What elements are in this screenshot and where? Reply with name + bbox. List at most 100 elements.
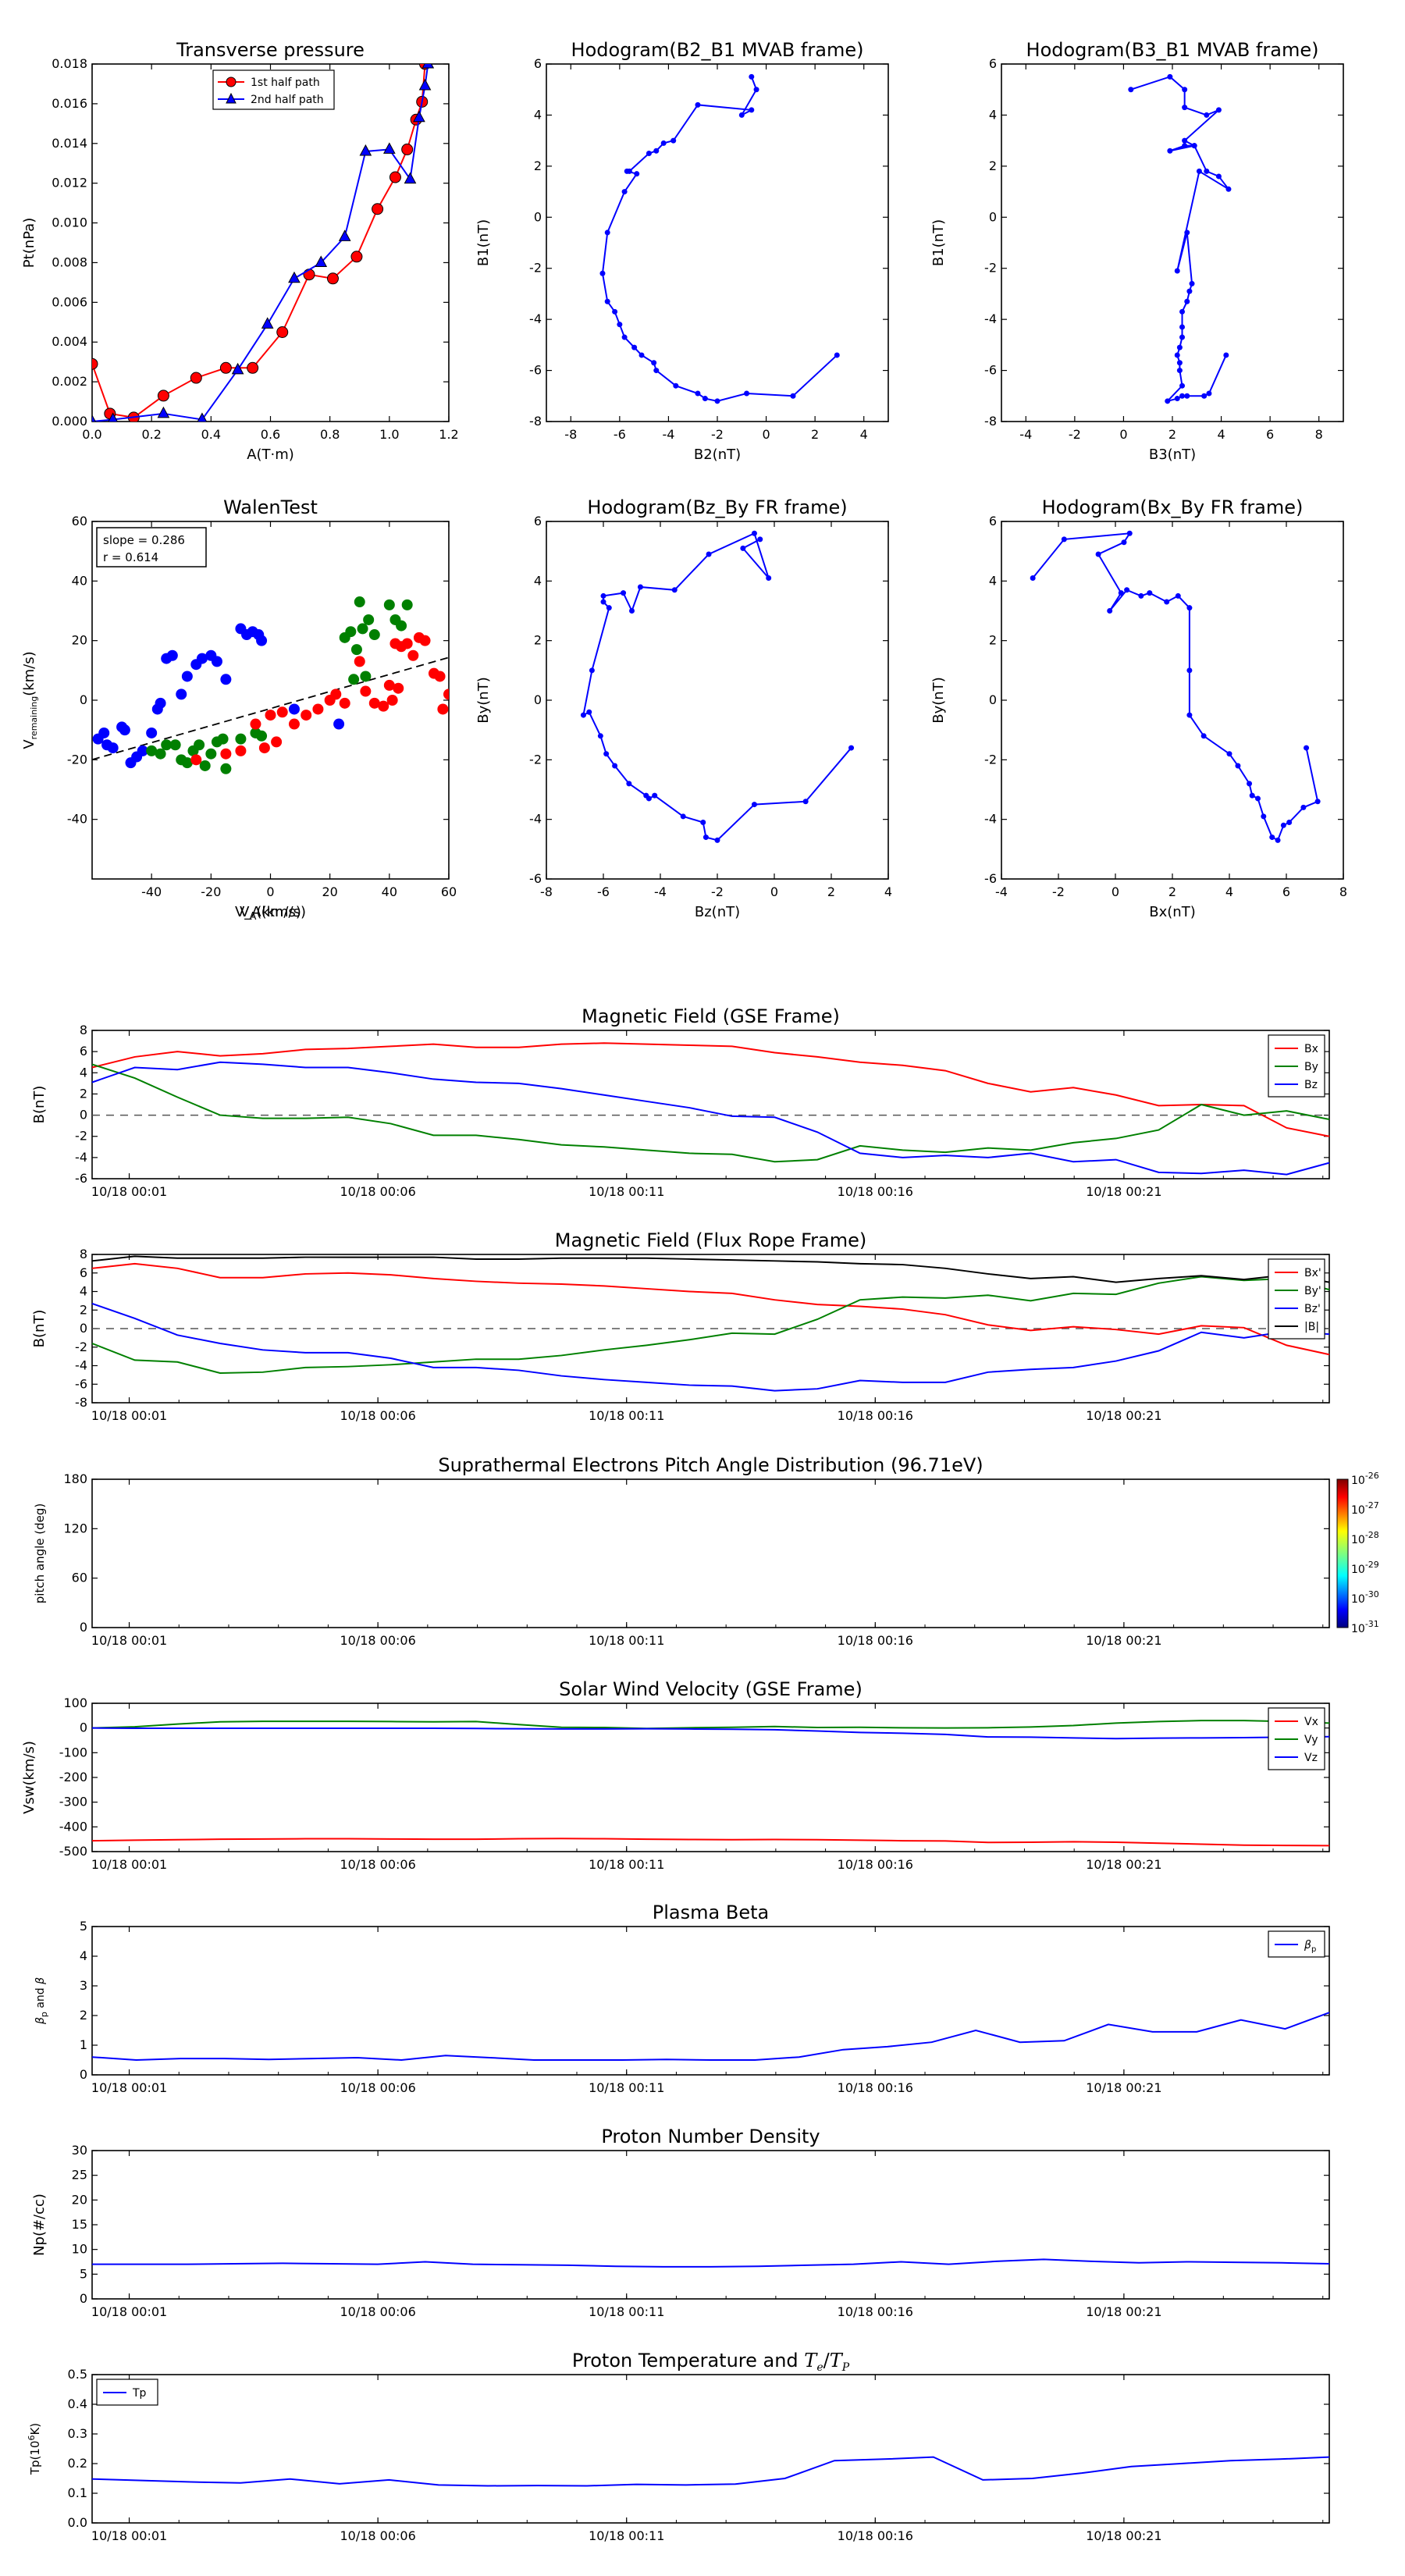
data-point <box>1184 393 1190 399</box>
x-tick-label: 0.0 <box>82 427 101 442</box>
data-point <box>261 317 274 329</box>
data-point <box>626 168 632 174</box>
data-point <box>848 745 855 751</box>
y-tick-label: -6 <box>75 1376 87 1391</box>
x-tick-label: 4 <box>884 884 892 899</box>
data-point <box>653 148 660 154</box>
chart-bgse: -6 -4 -2 0 2 4 6 8 10/18 00:01 10/18 00:06 10/18 0… <box>31 1005 1330 1199</box>
y-tick-label: -200 <box>59 1770 87 1784</box>
data-point <box>1215 173 1222 180</box>
stats-text: slope = 0.286 <box>103 533 185 547</box>
legend-label: Vx <box>1304 1716 1318 1728</box>
data-point <box>247 361 259 374</box>
x-tick-label: 10/18 00:06 <box>340 1633 415 1648</box>
y-tick-label: 0.008 <box>52 254 87 269</box>
y-axis-label: Vsw(km/s) <box>21 1741 37 1814</box>
data-point <box>146 727 158 738</box>
data-point <box>766 575 772 582</box>
x-tick-label: 0.8 <box>320 427 340 442</box>
data-point <box>1314 799 1321 805</box>
data-point <box>333 718 345 730</box>
plot-frame <box>1001 521 1344 880</box>
data-point <box>612 763 618 769</box>
plot-frame <box>91 1703 1330 1852</box>
x-axis-label: A(T·m) <box>247 447 294 463</box>
data-point <box>235 733 247 745</box>
data-point <box>1174 268 1180 274</box>
x-tick-label: 6 <box>1266 427 1274 442</box>
chart-title: Magnetic Field (Flux Rope Frame) <box>555 1229 866 1251</box>
data-point <box>597 733 603 739</box>
y-tick-label: 4 <box>80 1284 87 1299</box>
data-point <box>634 171 640 177</box>
data-point <box>271 736 283 748</box>
legend-label: Bx <box>1304 1043 1318 1055</box>
data-point <box>617 322 623 328</box>
y-axis-label: Pt(nPa) <box>21 218 37 268</box>
x-tick-label: 10/18 00:21 <box>1086 1408 1161 1423</box>
series-line-1st-half-path <box>92 64 426 418</box>
data-point <box>190 754 202 766</box>
data-point <box>205 748 217 760</box>
x-tick-label: -20 <box>201 884 221 899</box>
series-line-By' <box>91 1276 1330 1375</box>
x-tick-label: 1.0 <box>379 427 399 442</box>
data-point <box>357 623 368 635</box>
chart-hodo2: -8 -6 -4 -2 0 2 4 6 -4 -2 0 2 4 6 8 Hodogram(B3_B1 MVAB… <box>930 39 1344 463</box>
data-point <box>1179 334 1186 340</box>
data-point <box>621 590 627 596</box>
x-tick-label: 60 <box>441 884 457 899</box>
x-tick-label: 10/18 00:21 <box>1086 2304 1161 2319</box>
y-tick-label: -6 <box>984 871 997 886</box>
series-line-|B| <box>91 1255 1330 1283</box>
data-point <box>157 390 169 402</box>
x-tick-label: 10/18 00:21 <box>1086 1857 1161 1872</box>
data-point <box>586 709 592 715</box>
x-tick-label: 8 <box>1339 884 1347 899</box>
x-tick-label: 10/18 00:06 <box>340 2528 415 2543</box>
chart-bfr: -8 -6 -4 -2 0 2 4 6 8 10/18 00:01 10/18 00:06 10/18… <box>31 1229 1330 1423</box>
data-point <box>646 151 652 156</box>
x-tick-label: 2 <box>827 884 835 899</box>
data-point <box>1206 390 1212 397</box>
x-tick-label: 10/18 00:11 <box>589 1633 664 1648</box>
stats-box <box>96 527 207 568</box>
legend-label: By' <box>1304 1285 1321 1297</box>
data-point <box>1286 819 1293 825</box>
data-point <box>256 730 268 742</box>
y-tick-label: 2 <box>80 1302 87 1317</box>
data-point <box>220 748 232 760</box>
x-tick-label: -6 <box>614 427 626 442</box>
y-axis-label: By(nT) <box>475 677 492 723</box>
data-point <box>643 792 649 799</box>
x-tick-label: 10/18 00:06 <box>340 2080 415 2095</box>
x-tick-label: -8 <box>540 884 553 899</box>
data-point <box>301 710 312 721</box>
data-point <box>1200 733 1207 739</box>
data-point <box>660 140 667 146</box>
y-axis-label: B(nT) <box>31 1086 48 1124</box>
series-line-β_p <box>91 2012 1330 2062</box>
x-tick-label: 10/18 00:11 <box>589 1857 664 1872</box>
y-tick-label: 4 <box>989 107 997 122</box>
data-point <box>443 688 449 700</box>
y-tick-label: 0.004 <box>52 334 87 349</box>
data-point <box>1235 763 1241 769</box>
data-point <box>401 599 413 610</box>
plot-frame <box>91 2374 1330 2524</box>
y-tick-label: 120 <box>63 1521 87 1535</box>
data-point <box>419 635 431 646</box>
legend-label: Bx' <box>1304 1267 1321 1279</box>
x-tick-label: 4 <box>1225 884 1233 899</box>
y-tick-label: 2 <box>989 633 997 648</box>
series-line-Bx' <box>91 1262 1330 1356</box>
data-point <box>197 412 208 422</box>
stats-text: r = 0.614 <box>103 550 158 564</box>
y-tick-label: 0.016 <box>52 96 87 111</box>
y-axis-label: βp and β <box>34 1977 49 2025</box>
y-tick-label: 25 <box>72 2168 87 2183</box>
chart-beta: 0 1 2 3 4 5 10/18 00:01 10/18 00:06 10/18 00:11 1… <box>34 1902 1330 2095</box>
data-point <box>740 545 746 551</box>
data-point <box>119 724 130 736</box>
